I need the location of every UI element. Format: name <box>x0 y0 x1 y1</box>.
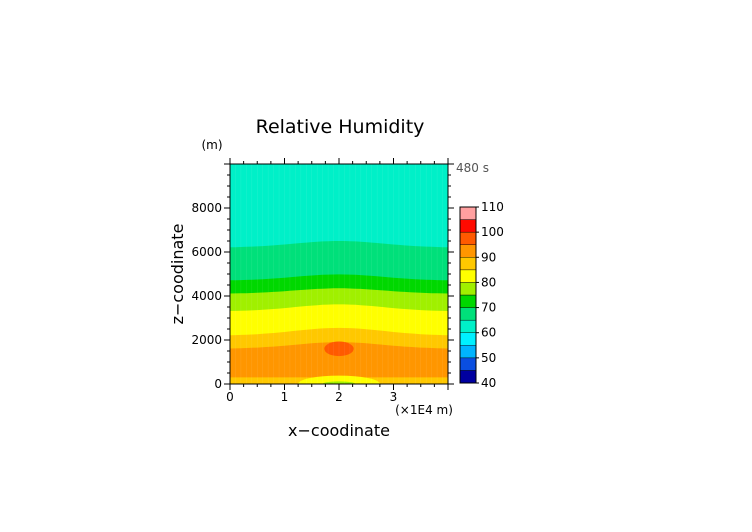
colorbar-swatch <box>459 307 477 321</box>
colorbar-swatch <box>459 319 477 333</box>
colorbar-swatch <box>459 206 477 220</box>
x-tick-label: 3 <box>390 390 398 404</box>
colorbar-tick-label: 70 <box>481 301 496 315</box>
colorbar-tick-label: 50 <box>481 351 496 365</box>
y-tick-label: 4000 <box>191 289 222 303</box>
contour-feature-0 <box>324 341 354 357</box>
y-tick-label: 8000 <box>191 201 222 215</box>
colorbar-swatch <box>459 370 477 384</box>
x-axis-label: x−coodinate <box>288 421 390 440</box>
time-label: 480 s <box>456 161 489 175</box>
contour-band-6 <box>230 342 448 384</box>
y-tick-label: 0 <box>214 377 222 391</box>
contour-feature-1 <box>298 375 380 384</box>
colorbar-swatch <box>459 231 477 245</box>
y-tick-label: 6000 <box>191 245 222 259</box>
y-tick-label: 2000 <box>191 333 222 347</box>
colorbar-swatch <box>459 244 477 258</box>
y-axis: 0 2000 4000 6000 8000 <box>191 163 454 391</box>
colorbar-swatch <box>459 257 477 271</box>
x-tick-label: 1 <box>281 390 289 404</box>
colorbar-swatch <box>459 332 477 346</box>
colorbar-tick-label: 110 <box>481 200 504 214</box>
x-axis: 0 1 2 3 <box>226 158 449 404</box>
colorbar-swatch <box>459 269 477 283</box>
x-unit-label: (×1E4 m) <box>395 403 453 417</box>
x-tick-label: 2 <box>335 390 343 404</box>
colorbar-swatch <box>459 357 477 371</box>
chart-title: Relative Humidity <box>256 116 425 138</box>
colorbar-tick-label: 80 <box>481 275 496 289</box>
colorbar-tick-label: 40 <box>481 376 496 390</box>
colorbar: 40 50 60 70 80 90 100 110 <box>459 200 504 390</box>
plot-area <box>229 163 449 385</box>
colorbar-tick-label: 60 <box>481 326 496 340</box>
colorbar-swatch <box>459 282 477 296</box>
y-unit-label: (m) <box>201 138 222 152</box>
y-axis-label: z−coodinate <box>168 224 187 325</box>
contour-feature-2 <box>322 381 356 384</box>
colorbar-swatch <box>459 294 477 308</box>
colorbar-frame <box>459 206 477 384</box>
colorbar-tick-label: 90 <box>481 250 496 264</box>
colorbar-swatch <box>459 219 477 233</box>
colorbar-tick-label: 100 <box>481 225 504 239</box>
colorbar-swatch <box>459 345 477 359</box>
x-tick-label: 0 <box>226 390 234 404</box>
